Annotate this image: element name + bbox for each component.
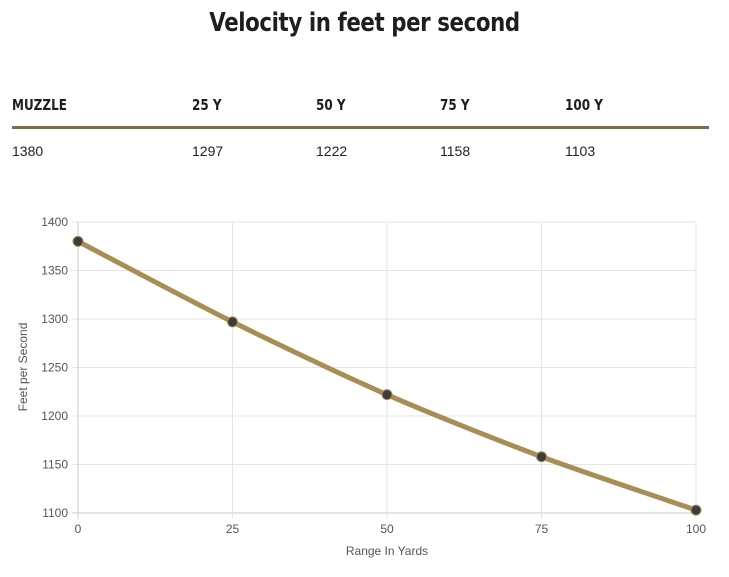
value-cell: 1380 [12, 143, 44, 159]
x-tick-label: 0 [75, 522, 82, 536]
velocity-table: MUZZLE 25 Y 50 Y 75 Y 100 Y 1380 1297 12… [12, 88, 709, 159]
header-label: 100 Y [565, 96, 603, 114]
header-cell: 75 Y [440, 88, 565, 129]
y-tick-label: 1350 [41, 264, 68, 278]
x-axis-label: Range In Yards [346, 544, 428, 558]
header-cell: 50 Y [316, 88, 440, 129]
header-label: 75 Y [440, 96, 470, 114]
data-point[interactable] [227, 316, 238, 328]
table-header-row: MUZZLE 25 Y 50 Y 75 Y 100 Y [12, 88, 709, 129]
value-cell: 1297 [192, 143, 224, 159]
data-point[interactable] [381, 389, 393, 401]
header-label: 25 Y [192, 96, 222, 114]
header-cell: 100 Y [565, 88, 709, 129]
y-tick-label: 1400 [41, 215, 68, 229]
header-cell: 25 Y [192, 88, 316, 129]
y-tick-label: 1150 [42, 458, 68, 472]
y-tick-label: 1300 [41, 312, 68, 326]
y-tick-label: 1100 [42, 506, 68, 520]
y-tick-label: 1200 [41, 409, 68, 423]
header-cell: MUZZLE [12, 88, 192, 129]
y-tick-label: 1250 [41, 361, 68, 375]
y-axis-label: Feet per Second [16, 323, 30, 412]
table-row: 1380 1297 1222 1158 1103 [12, 128, 709, 159]
header-label: MUZZLE [12, 96, 67, 114]
header-label: 50 Y [316, 96, 346, 114]
data-point[interactable] [72, 235, 84, 247]
x-tick-label: 25 [226, 522, 240, 536]
x-tick-label: 50 [380, 522, 394, 536]
x-tick-label: 75 [535, 522, 549, 536]
value-cell: 1158 [440, 143, 471, 159]
page-title: Velocity in feet per second [209, 8, 520, 38]
x-tick-label: 100 [686, 522, 706, 536]
data-point[interactable] [536, 451, 547, 463]
data-point[interactable] [690, 504, 702, 516]
value-cell: 1222 [316, 143, 348, 159]
value-cell: 1103 [565, 143, 596, 159]
